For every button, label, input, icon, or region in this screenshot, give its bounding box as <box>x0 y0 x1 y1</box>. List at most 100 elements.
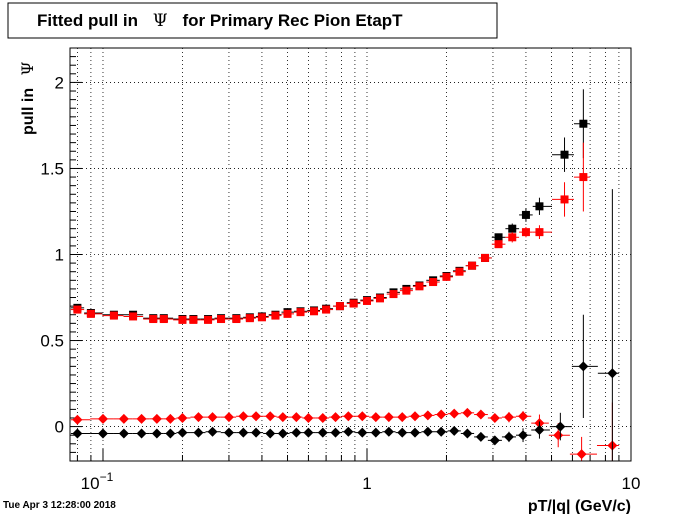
diamond-marker <box>165 428 176 439</box>
diamond-marker <box>503 431 514 442</box>
diamond-marker <box>251 411 262 422</box>
chart-title: Fitted pull in Ψ for Primary Rec Pion Et… <box>7 2 498 39</box>
diamond-marker <box>436 409 447 420</box>
diamond-marker <box>555 421 566 432</box>
diamond-marker <box>207 426 218 437</box>
square-marker <box>349 299 358 308</box>
diamond-marker <box>118 413 129 424</box>
grid-lines <box>70 48 632 461</box>
diamond-marker <box>330 412 341 423</box>
diamond-marker <box>436 426 447 437</box>
diamond-marker <box>357 411 368 422</box>
diamond-marker <box>151 428 162 439</box>
square-marker <box>178 315 187 324</box>
series-1 <box>70 142 590 324</box>
y-tick-label: 1 <box>55 246 64 265</box>
chart-title-box <box>7 2 498 39</box>
diamond-marker <box>238 427 249 438</box>
square-marker <box>204 315 213 324</box>
diamond-marker <box>303 427 314 438</box>
x-tick-label-base: 10 <box>622 474 641 493</box>
diamond-marker <box>553 430 564 441</box>
square-marker <box>481 253 490 262</box>
square-marker <box>189 315 198 324</box>
diamond-marker <box>72 414 83 425</box>
square-marker <box>508 224 517 233</box>
square-marker <box>149 315 158 324</box>
diamond-marker <box>449 408 460 419</box>
diamond-marker <box>475 409 486 420</box>
square-marker <box>322 305 331 314</box>
square-marker <box>521 210 530 219</box>
square-marker <box>335 302 344 311</box>
square-marker <box>468 261 477 270</box>
square-marker <box>86 309 95 318</box>
y-tick-label: 0 <box>55 418 64 437</box>
diamond-marker <box>317 427 328 438</box>
square-marker <box>508 233 517 242</box>
diamond-marker <box>518 411 529 422</box>
square-marker <box>245 314 254 323</box>
diamond-marker <box>489 435 500 446</box>
diamond-marker <box>265 428 276 439</box>
square-marker <box>257 313 266 322</box>
chart-title-prefix: Fitted pull in <box>37 11 138 30</box>
diamond-marker <box>251 427 262 438</box>
square-marker <box>579 119 588 128</box>
chart-title-text: Fitted pull in Ψ for Primary Rec Pion Et… <box>37 11 403 31</box>
x-tick-label: 10 <box>622 474 641 493</box>
diamond-marker <box>410 427 421 438</box>
diamond-marker <box>72 428 83 439</box>
series-0 <box>70 89 590 324</box>
diamond-marker <box>165 413 176 424</box>
diamond-marker <box>277 412 288 423</box>
timestamp: Tue Apr 3 12:28:00 2018 <box>3 500 116 511</box>
diamond-marker <box>151 413 162 424</box>
diamond-marker <box>97 413 108 424</box>
x-tick-labels: 10−1 1 10 <box>81 470 641 493</box>
square-marker <box>442 272 451 281</box>
diamond-marker <box>449 425 460 436</box>
square-marker <box>296 308 305 317</box>
diamond-marker <box>207 412 218 423</box>
diamond-marker <box>193 427 204 438</box>
diamond-marker <box>223 412 234 423</box>
series-3 <box>70 189 619 461</box>
x-tick-label-base: 10 <box>81 474 100 493</box>
y-tick-label: 2 <box>55 73 64 92</box>
diamond-marker <box>462 428 473 439</box>
square-marker <box>429 278 438 287</box>
square-marker <box>159 315 168 324</box>
plot-frame <box>69 47 632 462</box>
square-marker <box>109 311 118 320</box>
square-marker <box>389 290 398 299</box>
y-tick-label: 0.5 <box>40 332 64 351</box>
x-tick-label: 10−1 <box>81 470 114 493</box>
square-marker <box>375 294 384 303</box>
diamond-marker <box>383 426 394 437</box>
diamond-marker <box>343 411 354 422</box>
diamond-marker <box>177 412 188 423</box>
square-marker <box>310 307 319 316</box>
diamond-marker <box>357 427 368 438</box>
square-marker <box>415 282 424 291</box>
square-marker <box>73 305 82 314</box>
square-marker <box>494 233 503 242</box>
x-axis-label: pT/|q| (GeV/c) <box>528 498 631 514</box>
diamond-marker <box>223 427 234 438</box>
diamond-marker <box>343 426 354 437</box>
diamond-marker <box>578 361 589 372</box>
y-tick-labels: 0 0.5 1 1.5 2 <box>40 73 64 436</box>
square-marker <box>129 312 138 321</box>
square-marker <box>217 315 226 324</box>
square-marker <box>535 202 544 211</box>
diamond-marker <box>193 412 204 423</box>
diamond-marker <box>397 427 408 438</box>
x-tick-label: 1 <box>362 474 371 493</box>
diamond-marker <box>303 412 314 423</box>
square-marker <box>521 228 530 237</box>
diamond-marker <box>277 428 288 439</box>
chart-title-symbol: Ψ <box>153 11 168 31</box>
x-tick-label-base: 1 <box>362 474 371 493</box>
